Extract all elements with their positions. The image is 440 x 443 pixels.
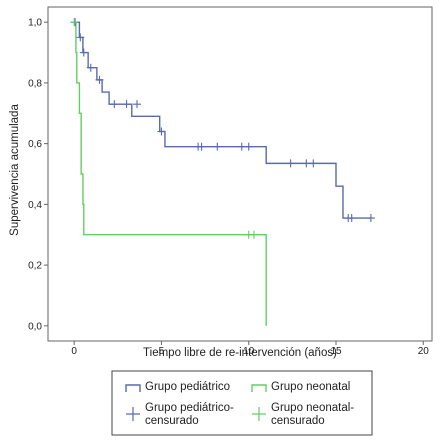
x-tick-label: 15 — [330, 346, 342, 357]
y-tick-label: 1,0 — [28, 18, 42, 29]
legend: Grupo pediátrico Grupo neonatal Grupo pe… — [111, 370, 373, 436]
censor-mark-pediatrico — [95, 75, 104, 84]
series-line-neonatal — [74, 21, 267, 326]
censor-mark-pediatrico — [79, 48, 88, 57]
censor-mark-pediatrico — [122, 100, 131, 109]
censor-mark-neonatal — [249, 230, 258, 239]
y-tick-label: 0,2 — [28, 261, 42, 272]
censor-mark-pediatrico — [366, 214, 375, 223]
legend-label-neonatal-censurado: Grupo neonatal-censurado — [271, 402, 354, 427]
censor-mark-pediatrico — [110, 100, 119, 109]
y-axis-title: Supervivencia acumulada — [9, 104, 21, 236]
legend-label-pediatrico: Grupo pediátrico — [145, 381, 230, 393]
censor-mark-neonatal — [70, 18, 79, 27]
x-axis-title: Tiempo libre de re-intervención (años) — [143, 347, 337, 359]
censor-mark-pediatrico — [286, 159, 295, 168]
x-tick-label: 0 — [71, 346, 77, 357]
censor-mark-pediatrico — [347, 214, 356, 223]
legend-swatch-neonatal — [251, 384, 267, 392]
y-tick-label: 0,4 — [28, 200, 42, 211]
axis-ticks: 0 5 10 15 20 0,0 0,2 0,4 0,6 0,8 1,0 — [28, 18, 429, 357]
plot-frame — [47, 6, 433, 342]
y-tick-label: 0,6 — [28, 139, 42, 150]
censor-mark-pediatrico — [133, 100, 142, 109]
legend-label-pediatrico-censurado: Grupo pediátrico-censurado — [145, 402, 234, 427]
legend-box — [111, 370, 373, 436]
censor-layer — [70, 18, 375, 239]
y-tick-label: 0,0 — [28, 321, 42, 332]
censor-mark-pediatrico — [157, 127, 166, 136]
series-layer — [74, 21, 371, 326]
y-tick-label: 0,8 — [28, 78, 42, 89]
censor-mark-pediatrico — [76, 33, 85, 42]
censor-mark-pediatrico — [86, 63, 95, 72]
x-tick-label: 20 — [418, 346, 430, 357]
legend-label-neonatal: Grupo neonatal — [271, 381, 350, 393]
series-line-pediatrico — [74, 21, 371, 219]
x-tick-label: 10 — [243, 346, 255, 357]
legend-censor-pediatrico — [126, 407, 140, 421]
legend-censor-neonatal — [252, 407, 266, 421]
censor-mark-pediatrico — [309, 159, 318, 168]
censor-mark-pediatrico — [302, 159, 311, 168]
censor-mark-pediatrico — [244, 142, 253, 151]
censor-mark-pediatrico — [197, 142, 206, 151]
censor-mark-pediatrico — [213, 142, 222, 151]
legend-swatch-pediatrico — [125, 384, 141, 392]
x-tick-label: 5 — [159, 346, 165, 357]
censor-mark-pediatrico — [237, 142, 246, 151]
